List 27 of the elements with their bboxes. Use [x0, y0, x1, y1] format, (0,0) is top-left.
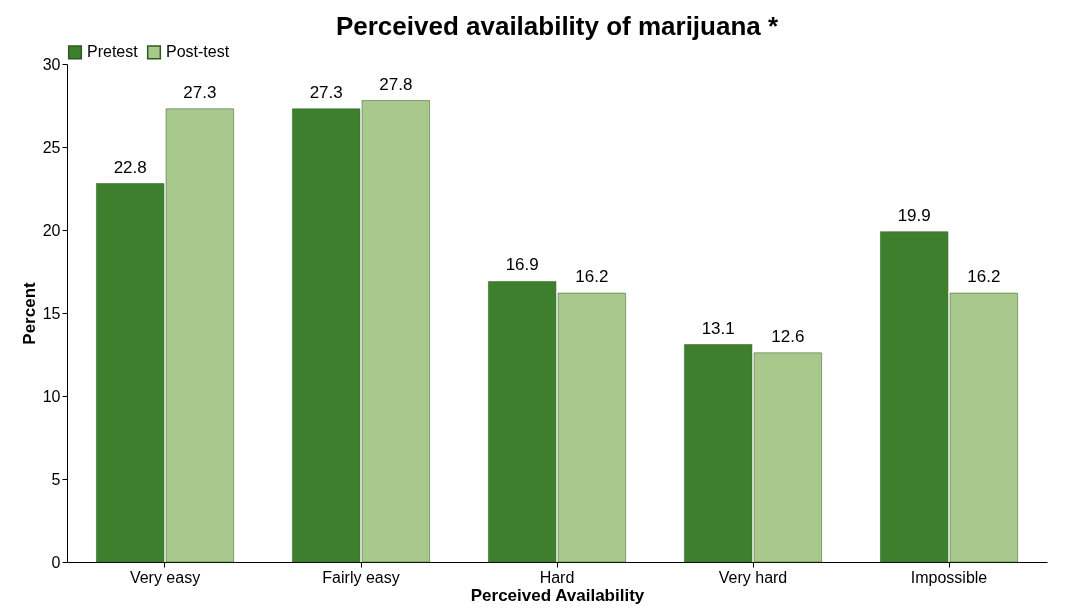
y-tick-label: 10: [42, 387, 61, 405]
y-tick-label: 30: [42, 55, 61, 73]
data-label: 12.6: [771, 326, 805, 346]
x-axis-title: Perceived Availability: [470, 585, 645, 605]
data-label: 27.8: [379, 74, 413, 94]
legend-label: Pretest: [87, 43, 139, 61]
y-tick-label: 25: [42, 138, 61, 156]
data-label: 27.3: [183, 82, 217, 102]
data-label: 16.2: [967, 267, 1001, 287]
data-label: 27.3: [309, 82, 343, 102]
y-axis-title: Percent: [19, 281, 39, 345]
data-label: 22.8: [113, 157, 147, 177]
y-tick-label: 15: [42, 304, 61, 322]
y-tick-label: 5: [51, 470, 61, 488]
x-tick-label: Fairly easy: [322, 568, 400, 586]
x-tick-label: Very hard: [718, 568, 788, 586]
data-label: 16.2: [575, 267, 609, 287]
legend-label: Post-test: [166, 43, 230, 61]
x-tick-label: Very easy: [129, 568, 201, 586]
chart-title: Perceived availability of marijuana *: [335, 11, 779, 41]
x-tick-label: Impossible: [910, 568, 988, 586]
y-tick-label: 0: [51, 553, 61, 571]
data-label: 13.1: [701, 318, 735, 338]
x-tick-label: Hard: [539, 568, 575, 586]
data-label: 16.9: [505, 255, 539, 275]
data-label: 19.9: [897, 205, 931, 225]
y-tick-label: 20: [42, 221, 61, 239]
